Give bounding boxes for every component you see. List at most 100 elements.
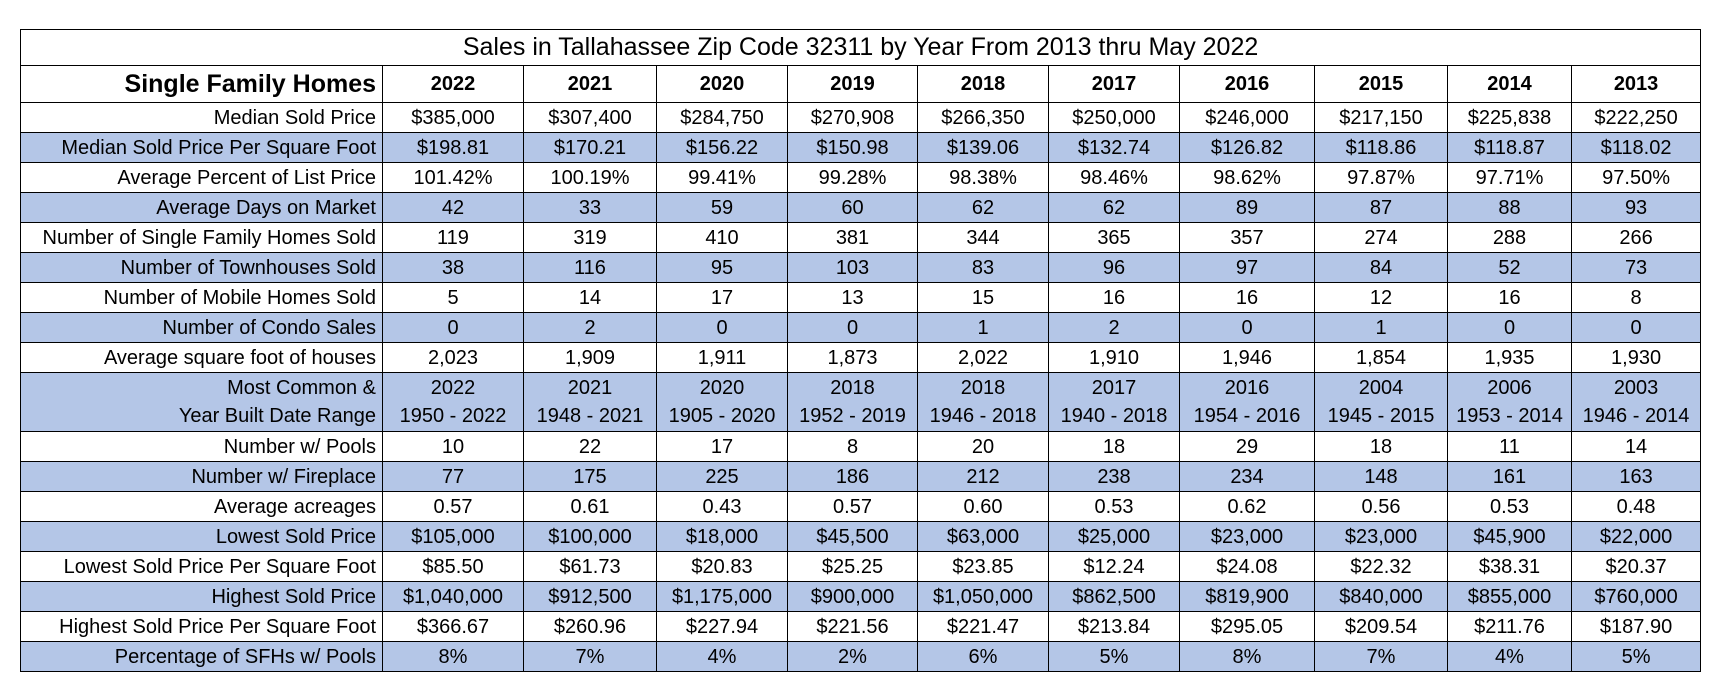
row-label: Median Sold Price Per Square Foot <box>20 132 383 163</box>
table-cell: $246,000 <box>1179 102 1315 133</box>
year-header-2022: 2022 <box>382 65 524 103</box>
table-row-average-percent-of-list-price: Average Percent of List Price 101.42% 100.… <box>20 162 1702 193</box>
row-label: Average Days on Market <box>20 192 383 223</box>
table-cell: $45,900 <box>1447 521 1572 552</box>
table-cell: 2018 1952 - 2019 <box>787 372 918 432</box>
table-cell: 357 <box>1179 222 1315 253</box>
table-cell: 2006 1953 - 2014 <box>1447 372 1572 432</box>
table-cell: $1,050,000 <box>917 581 1049 612</box>
table-cell: 0 <box>1570 312 1702 343</box>
table-cell: 1 <box>917 312 1049 343</box>
table-cell: 73 <box>1570 252 1702 283</box>
header-row: Single Family Homes 2022 2021 2020 2019 2018… <box>20 65 1702 103</box>
most-common-year: 2018 <box>960 377 1006 399</box>
row-label: Lowest Sold Price Per Square Foot <box>20 551 383 582</box>
table-cell: 84 <box>1314 252 1448 283</box>
table-cell: $61.73 <box>523 551 657 582</box>
table-cell: 2,022 <box>917 342 1049 373</box>
table-row-median-sold-price: Median Sold Price $385,000 $307,400 $284,75… <box>20 102 1702 133</box>
table-cell: 0.57 <box>787 491 918 522</box>
table-cell: 0 <box>656 312 788 343</box>
table-cell: $222,250 <box>1570 102 1702 133</box>
year-header-2019: 2019 <box>787 65 918 103</box>
table-cell: 1,910 <box>1048 342 1180 373</box>
year-built-range: 1946 - 2018 <box>929 405 1037 427</box>
year-header-2013: 2013 <box>1570 65 1702 103</box>
table-cell: $1,040,000 <box>382 581 524 612</box>
table-cell: 60 <box>787 192 918 223</box>
row-header-label: Single Family Homes <box>20 65 383 103</box>
table-cell: 18 <box>1048 431 1180 462</box>
table-cell: 0.57 <box>382 491 524 522</box>
table-cell: $170.21 <box>523 132 657 163</box>
table-cell: 116 <box>523 252 657 283</box>
most-common-year: 2018 <box>830 377 875 399</box>
table-cell: 2020 1905 - 2020 <box>656 372 788 432</box>
table-cell: $217,150 <box>1314 102 1448 133</box>
table-cell: $250,000 <box>1048 102 1180 133</box>
table-cell: $85.50 <box>382 551 524 582</box>
table-cell: $260.96 <box>523 611 657 642</box>
table-cell: 62 <box>1048 192 1180 223</box>
table-cell: 2017 1940 - 2018 <box>1048 372 1180 432</box>
table-cell: 163 <box>1570 461 1702 492</box>
table-cell: $862,500 <box>1048 581 1180 612</box>
table-cell: 83 <box>917 252 1049 283</box>
table-cell: 8 <box>1570 282 1702 313</box>
table-cell: 42 <box>382 192 524 223</box>
table-cell: 1,909 <box>523 342 657 373</box>
table-cell: 22 <box>523 431 657 462</box>
table-cell: 103 <box>787 252 918 283</box>
table-cell: $12.24 <box>1048 551 1180 582</box>
table-cell: 16 <box>1048 282 1180 313</box>
table-cell: $295.05 <box>1179 611 1315 642</box>
table-cell: $45,500 <box>787 521 918 552</box>
table-cell: 11 <box>1447 431 1572 462</box>
table-cell: $63,000 <box>917 521 1049 552</box>
table-cell: $385,000 <box>382 102 524 133</box>
table-cell: 2,023 <box>382 342 524 373</box>
table-cell: $24.08 <box>1179 551 1315 582</box>
table-cell: 1 <box>1314 312 1448 343</box>
most-common-year: 2003 <box>1613 377 1659 399</box>
table-cell: 2% <box>787 641 918 672</box>
table-cell: 17 <box>656 282 788 313</box>
most-common-year: 2004 <box>1358 377 1404 399</box>
table-cell: $126.82 <box>1179 132 1315 163</box>
table-cell: 161 <box>1447 461 1572 492</box>
table-row-number-of-townhouses-sold: Number of Townhouses Sold 38 116 95 103 83 96 9… <box>20 252 1702 283</box>
table-cell: 101.42% <box>382 162 524 193</box>
table-cell: 97.50% <box>1570 162 1702 193</box>
table-cell: $23,000 <box>1179 521 1315 552</box>
table-cell: 98.38% <box>917 162 1049 193</box>
table-cell: 98.62% <box>1179 162 1315 193</box>
table-cell: 234 <box>1179 461 1315 492</box>
table-cell: $118.87 <box>1447 132 1572 163</box>
table-cell: $139.06 <box>917 132 1049 163</box>
row-label: Highest Sold Price <box>20 581 383 612</box>
table-cell: $270,908 <box>787 102 918 133</box>
table-row-number-w-pools: Number w/ Pools 10 22 17 8 20 18 29 18 11 14 <box>20 431 1702 462</box>
table-cell: $23.85 <box>917 551 1049 582</box>
year-header-2016: 2016 <box>1179 65 1315 103</box>
row-label: Number of Single Family Homes Sold <box>20 222 383 253</box>
year-built-range: 1946 - 2014 <box>1582 405 1690 427</box>
table-cell: 59 <box>656 192 788 223</box>
table-cell: 10 <box>382 431 524 462</box>
table-cell: $25,000 <box>1048 521 1180 552</box>
table-cell: $819,900 <box>1179 581 1315 612</box>
table-cell: 5% <box>1048 641 1180 672</box>
table-cell: 87 <box>1314 192 1448 223</box>
table-cell: 17 <box>656 431 788 462</box>
table-cell: 4% <box>1447 641 1572 672</box>
table-cell: $105,000 <box>382 521 524 552</box>
table-cell: 8% <box>1179 641 1315 672</box>
table-cell: 0 <box>1447 312 1572 343</box>
table-cell: $284,750 <box>656 102 788 133</box>
table-row-number-of-mobile-homes-sold: Number of Mobile Homes Sold 5 14 17 13 15 16 16… <box>20 282 1702 313</box>
table-cell: $156.22 <box>656 132 788 163</box>
table-cell: $22.32 <box>1314 551 1448 582</box>
table-cell: $23,000 <box>1314 521 1448 552</box>
table-cell: $760,000 <box>1570 581 1702 612</box>
table-cell: 148 <box>1314 461 1448 492</box>
